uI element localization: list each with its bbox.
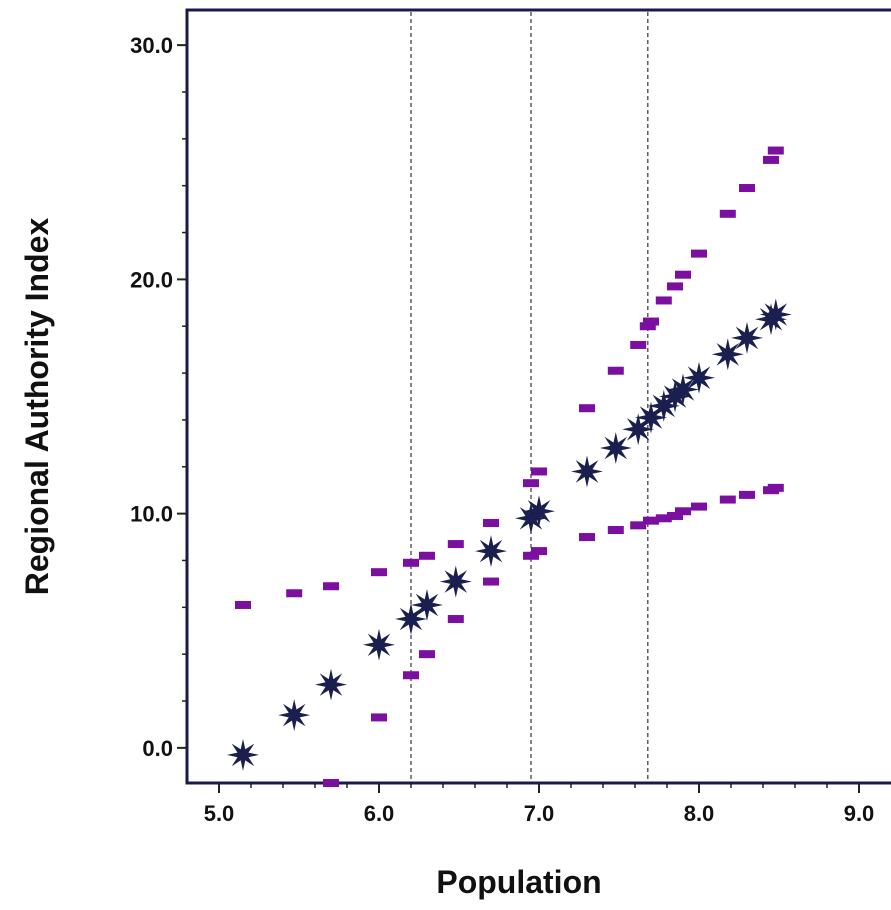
dash-point (235, 600, 251, 609)
star-point (439, 565, 472, 598)
dash-point (403, 558, 419, 567)
star-point (315, 668, 347, 701)
dash-point (579, 533, 595, 542)
dash-point (639, 322, 656, 331)
dash-point (667, 511, 683, 520)
y-tick-label: 20.0 (130, 267, 173, 292)
star-point (395, 603, 427, 635)
reference-lines (410, 12, 649, 781)
series-1 (227, 298, 792, 771)
dash-point (643, 516, 659, 525)
y-tick-label: 30.0 (130, 33, 173, 58)
dash-point (403, 671, 419, 680)
dash-point (630, 521, 647, 530)
x-axis-label: Population (436, 864, 601, 900)
dash-point (523, 479, 539, 488)
dash-point (579, 404, 595, 413)
x-tick-label: 5.0 (204, 801, 235, 826)
dash-point (523, 551, 539, 560)
x-tick-label: 7.0 (524, 801, 555, 826)
data-points (227, 146, 792, 787)
x-tick-label: 6.0 (364, 801, 395, 826)
dash-point (531, 467, 547, 476)
star-point (667, 373, 699, 406)
dash-point (655, 514, 672, 523)
dash-point (607, 366, 624, 375)
star-point (523, 495, 555, 528)
dash-point (483, 577, 499, 586)
dash-point (371, 568, 387, 577)
y-tick-label: 10.0 (130, 502, 173, 527)
dash-point (371, 713, 387, 722)
y-tick-label: 0.0 (142, 736, 173, 761)
dash-point (323, 779, 339, 787)
series-3 (323, 483, 784, 787)
dash-point (719, 495, 736, 504)
star-point (683, 361, 715, 394)
star-point (475, 535, 507, 568)
dash-point (691, 249, 707, 258)
dash-point (286, 589, 303, 598)
dash-point (763, 155, 779, 164)
dash-point (419, 551, 435, 560)
x-axis: 5.0 6.0 7.0 8.0 9.0 (204, 783, 875, 826)
dash-point (767, 483, 784, 492)
dash-point (643, 317, 659, 326)
dash-point (531, 547, 547, 556)
star-point (571, 455, 603, 488)
dash-point (630, 340, 647, 349)
star-point (227, 738, 259, 771)
dash-point (419, 650, 435, 659)
star-point (278, 699, 311, 732)
dash-point (607, 526, 624, 535)
dash-point (675, 507, 691, 516)
series-2 (235, 146, 784, 609)
dash-point (667, 282, 683, 291)
dash-point (691, 502, 707, 511)
dash-point (323, 582, 339, 591)
plot-area (185, 8, 891, 785)
star-point (363, 628, 395, 661)
star-point (711, 338, 744, 371)
plot-border (185, 8, 891, 785)
dash-point (483, 518, 499, 527)
dash-point (767, 146, 784, 155)
star-point (731, 321, 763, 354)
dash-point (719, 209, 736, 218)
dash-point (739, 490, 755, 499)
dash-point (655, 296, 672, 305)
dash-point (739, 184, 755, 193)
dash-point (447, 540, 464, 549)
star-point (759, 298, 792, 331)
x-tick-label: 8.0 (684, 801, 715, 826)
dash-point (675, 270, 691, 279)
y-axis: 0.0 10.0 20.0 30.0 (130, 33, 187, 761)
dash-point (447, 615, 464, 624)
star-point (411, 589, 443, 621)
y-axis-label: Regional Authority Index (19, 218, 55, 596)
star-point (599, 432, 632, 464)
x-tick-label: 9.0 (844, 801, 875, 826)
